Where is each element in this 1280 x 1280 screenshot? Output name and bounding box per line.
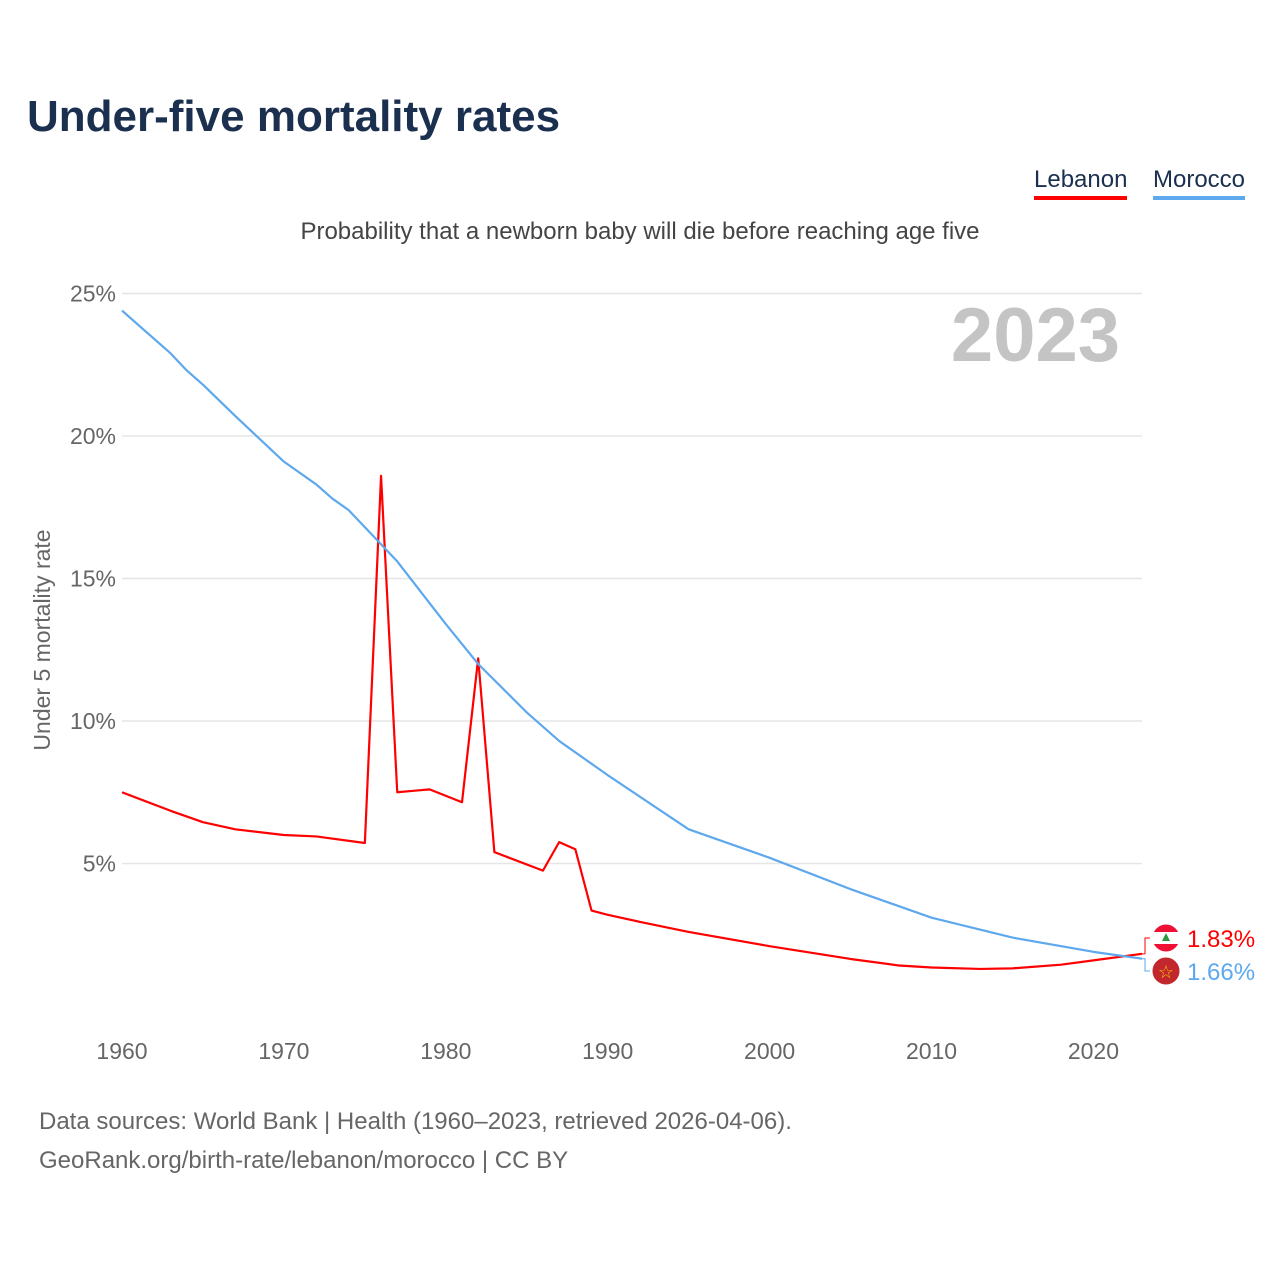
- label-connector: [1142, 958, 1150, 972]
- x-tick-label: 1970: [258, 1038, 309, 1064]
- label-connector: [1142, 937, 1150, 955]
- end-value-label: 1.83%: [1187, 926, 1255, 953]
- year-label: 2023: [951, 293, 1120, 378]
- cedar-icon: [1162, 933, 1170, 941]
- star-icon: ☆: [1158, 962, 1174, 982]
- x-tick-label: 1980: [420, 1038, 471, 1064]
- data-source: Data sources: World Bank | Health (1960–…: [39, 1108, 792, 1135]
- chart-title: Under-five mortality rates: [27, 92, 561, 141]
- y-tick-label: 25%: [70, 281, 116, 307]
- x-tick-label: 1960: [96, 1038, 147, 1064]
- x-tick-label: 2000: [744, 1038, 795, 1064]
- legend-lebanon[interactable]: Lebanon: [1034, 166, 1128, 200]
- x-tick-label: 2020: [1068, 1038, 1119, 1064]
- y-tick-label: 5%: [83, 851, 116, 877]
- end-value-label: 1.66%: [1187, 959, 1255, 986]
- y-tick-label: 15%: [70, 566, 116, 592]
- legend-morocco[interactable]: Morocco: [1153, 166, 1246, 200]
- attribution: GeoRank.org/birth-rate/lebanon/morocco |…: [39, 1147, 569, 1174]
- y-tick-label: 20%: [70, 423, 116, 449]
- series-line-lebanon: [121, 474, 1143, 971]
- chart-subtitle: Probability that a newborn baby will die…: [300, 218, 980, 245]
- series-line-morocco: [121, 309, 1143, 960]
- morocco-flag-icon: [1151, 956, 1181, 986]
- y-axis-label: Under 5 mortality rate: [29, 529, 55, 750]
- y-tick-label: 10%: [70, 708, 116, 734]
- x-tick-label: 2010: [906, 1038, 957, 1064]
- x-tick-label: 1990: [582, 1038, 633, 1064]
